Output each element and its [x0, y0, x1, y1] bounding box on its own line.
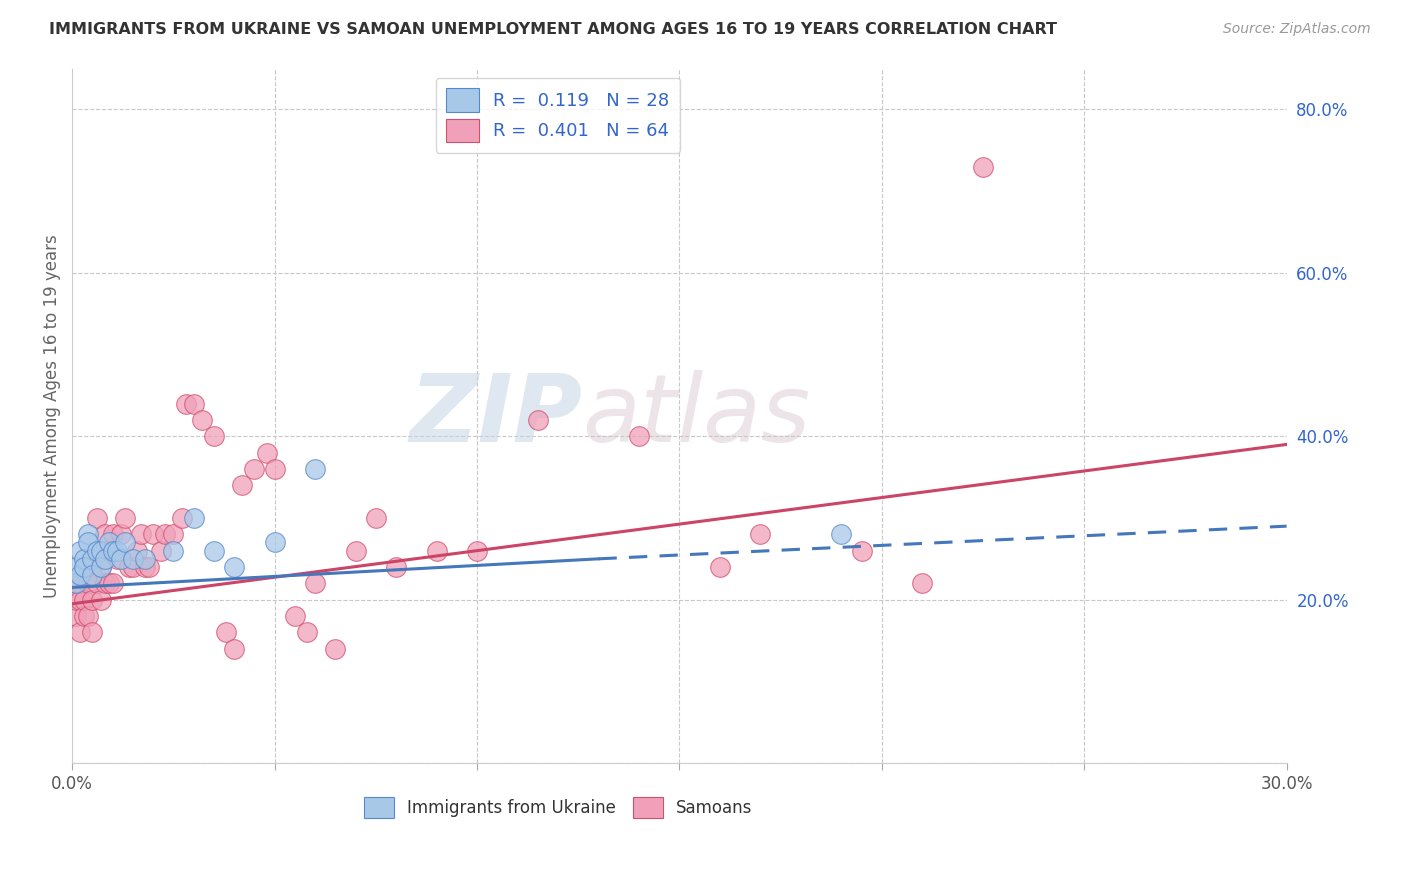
Point: [73, 560, 96, 574]
Point: [170, 511, 193, 525]
Point: [69, 568, 91, 582]
Point: [243, 462, 266, 476]
Point: [93, 551, 115, 566]
Point: [125, 543, 148, 558]
Point: [105, 551, 128, 566]
Point: [90, 560, 112, 574]
Point: [93, 527, 115, 541]
Point: [101, 576, 124, 591]
Text: ZIP: ZIP: [409, 370, 582, 462]
Point: [69, 543, 91, 558]
Point: [134, 551, 156, 566]
Point: [385, 560, 408, 574]
Text: IMMIGRANTS FROM UKRAINE VS SAMOAN UNEMPLOYMENT AMONG AGES 16 TO 19 YEARS CORRELA: IMMIGRANTS FROM UKRAINE VS SAMOAN UNEMPL…: [49, 22, 1057, 37]
Point: [65, 576, 87, 591]
Point: [174, 396, 197, 410]
Point: [65, 592, 87, 607]
Point: [202, 543, 225, 558]
Point: [709, 560, 731, 574]
Point: [851, 543, 873, 558]
Point: [129, 527, 152, 541]
Point: [118, 560, 141, 574]
Point: [82, 592, 104, 607]
Point: [627, 429, 650, 443]
Point: [162, 527, 184, 541]
Point: [69, 576, 91, 591]
Point: [97, 576, 120, 591]
Text: Source: ZipAtlas.com: Source: ZipAtlas.com: [1223, 22, 1371, 37]
Text: atlas: atlas: [582, 370, 810, 461]
Legend: Immigrants from Ukraine, Samoans: Immigrants from Ukraine, Samoans: [357, 790, 759, 824]
Point: [77, 535, 100, 549]
Point: [69, 592, 91, 607]
Point: [183, 511, 205, 525]
Point: [82, 560, 104, 574]
Point: [90, 592, 112, 607]
Point: [65, 576, 87, 591]
Point: [101, 543, 124, 558]
Point: [73, 592, 96, 607]
Point: [263, 535, 285, 549]
Point: [526, 413, 548, 427]
Point: [73, 551, 96, 566]
Point: [86, 511, 108, 525]
Point: [344, 543, 367, 558]
Y-axis label: Unemployment Among Ages 16 to 19 years: Unemployment Among Ages 16 to 19 years: [44, 234, 60, 598]
Point: [749, 527, 772, 541]
Point: [90, 560, 112, 574]
Point: [90, 543, 112, 558]
Point: [183, 396, 205, 410]
Point: [122, 560, 145, 574]
Point: [142, 527, 165, 541]
Point: [82, 551, 104, 566]
Point: [110, 551, 132, 566]
Point: [224, 641, 246, 656]
Point: [202, 429, 225, 443]
Point: [162, 543, 184, 558]
Point: [65, 609, 87, 624]
Point: [101, 527, 124, 541]
Point: [224, 560, 246, 574]
Point: [105, 543, 128, 558]
Point: [364, 511, 387, 525]
Point: [82, 568, 104, 582]
Point: [231, 478, 253, 492]
Point: [304, 576, 326, 591]
Point: [97, 535, 120, 549]
Point: [86, 576, 108, 591]
Point: [138, 560, 160, 574]
Point: [325, 641, 347, 656]
Point: [73, 560, 96, 574]
Point: [86, 543, 108, 558]
Point: [114, 511, 136, 525]
Point: [77, 609, 100, 624]
Point: [191, 413, 214, 427]
Point: [304, 462, 326, 476]
Point: [155, 527, 177, 541]
Point: [97, 543, 120, 558]
Point: [114, 535, 136, 549]
Point: [122, 551, 145, 566]
Point: [465, 543, 488, 558]
Point: [256, 445, 278, 459]
Point: [830, 527, 852, 541]
Point: [77, 576, 100, 591]
Point: [65, 560, 87, 574]
Point: [972, 160, 994, 174]
Point: [93, 576, 115, 591]
Point: [150, 543, 173, 558]
Point: [69, 625, 91, 640]
Point: [295, 625, 318, 640]
Point: [425, 543, 447, 558]
Point: [284, 609, 307, 624]
Point: [134, 560, 156, 574]
Point: [911, 576, 934, 591]
Point: [215, 625, 238, 640]
Point: [110, 527, 132, 541]
Point: [77, 527, 100, 541]
Point: [82, 625, 104, 640]
Point: [73, 609, 96, 624]
Point: [263, 462, 285, 476]
